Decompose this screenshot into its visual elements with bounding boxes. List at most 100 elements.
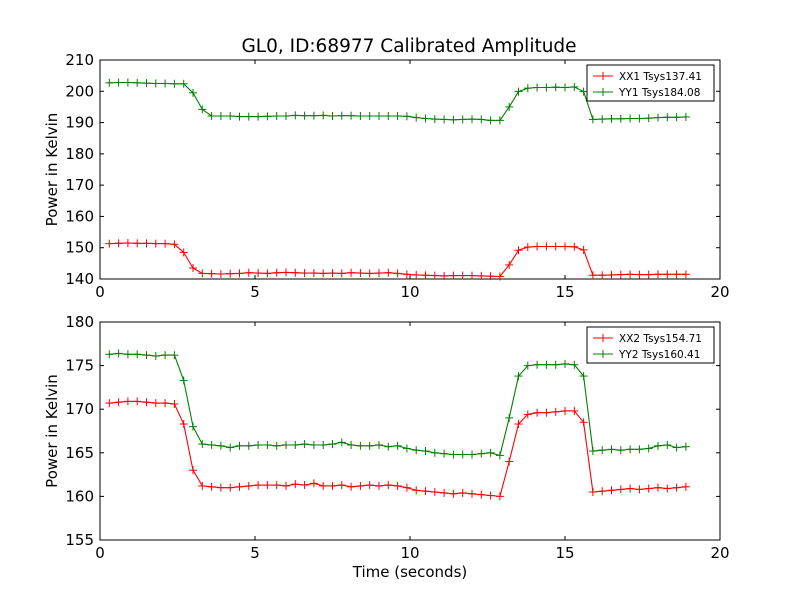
data-point-marker — [207, 440, 216, 449]
data-point-marker — [198, 105, 207, 114]
data-point-marker — [588, 488, 597, 497]
data-point-marker — [551, 407, 560, 416]
data-point-marker — [189, 466, 197, 475]
data-point-marker — [207, 482, 216, 491]
data-point-marker — [458, 450, 467, 459]
data-point-marker — [198, 269, 207, 278]
data-point-marker — [337, 269, 346, 278]
data-point-marker — [105, 399, 114, 408]
data-point-marker — [551, 242, 560, 251]
data-point-marker — [114, 78, 123, 87]
data-point-marker — [505, 260, 514, 269]
data-point-marker — [672, 443, 681, 452]
data-point-marker — [133, 78, 142, 87]
data-point-marker — [598, 446, 607, 455]
data-point-marker — [588, 271, 597, 280]
data-point-marker — [542, 408, 551, 417]
data-point-marker — [254, 440, 263, 449]
legend-entry: XX1 Tsys137.41 — [593, 71, 702, 83]
data-point-marker — [654, 270, 662, 279]
data-point-marker — [486, 116, 495, 125]
x-tick-label: 20 — [710, 544, 729, 562]
data-point-marker — [347, 440, 356, 449]
data-point-marker — [681, 482, 690, 491]
data-point-marker — [272, 481, 281, 490]
data-point-marker — [570, 82, 579, 91]
x-tick-label: 10 — [400, 283, 419, 301]
data-point-marker — [430, 488, 439, 497]
data-point-marker — [458, 488, 467, 497]
data-point-marker — [440, 271, 449, 280]
data-point-marker — [170, 351, 179, 360]
data-point-marker — [579, 245, 588, 254]
data-point-marker — [356, 269, 365, 278]
data-point-marker — [440, 115, 449, 124]
data-point-marker — [505, 102, 514, 111]
x-tick-label: 10 — [400, 544, 419, 562]
data-point-marker — [654, 483, 662, 492]
data-point-marker — [588, 447, 597, 456]
data-point-marker — [300, 481, 309, 490]
data-point-marker — [123, 350, 132, 359]
data-point-marker — [272, 112, 281, 121]
data-point-marker — [337, 438, 346, 447]
data-point-marker — [402, 483, 411, 492]
data-point-marker — [533, 83, 542, 92]
top-panel: 0 5 10 15 20 140 150 160 170 180 190 200 210 Power in… — [43, 51, 730, 301]
y-axis-label: Power in Kelvin — [43, 113, 61, 227]
data-point-marker — [282, 440, 290, 449]
data-point-marker — [226, 269, 235, 278]
data-point-marker — [495, 116, 504, 125]
data-point-marker — [449, 271, 458, 280]
data-point-marker — [244, 441, 253, 450]
data-point-marker — [514, 246, 523, 255]
data-point-marker — [598, 487, 607, 496]
data-point-marker — [142, 239, 151, 248]
data-point-marker — [505, 457, 514, 466]
legend-box — [586, 64, 715, 102]
data-point-marker — [235, 482, 244, 491]
data-point-marker — [300, 111, 309, 120]
data-point-marker — [179, 79, 188, 88]
data-point-marker — [579, 87, 588, 96]
y-tick-label: 180 — [65, 145, 94, 163]
data-point-marker — [170, 79, 179, 88]
data-point-marker — [635, 114, 644, 123]
y-tick-label: 180 — [65, 313, 94, 331]
data-point-marker — [384, 442, 393, 451]
data-point-marker — [468, 450, 476, 459]
data-point-marker — [170, 240, 179, 249]
data-point-marker — [263, 440, 272, 449]
data-point-marker — [291, 111, 300, 120]
data-point-marker — [635, 270, 644, 279]
data-point-marker — [365, 481, 374, 490]
x-tick-label: 0 — [95, 283, 105, 301]
data-point-marker — [235, 112, 244, 121]
y-axis-label: Power in Kelvin — [43, 374, 61, 488]
data-point-marker — [607, 114, 616, 123]
data-point-marker — [365, 112, 374, 121]
data-point-marker — [347, 111, 356, 120]
data-point-marker — [179, 420, 188, 429]
data-point-marker — [495, 272, 504, 281]
data-point-marker — [542, 83, 551, 92]
data-point-marker — [309, 479, 318, 488]
data-point-marker — [486, 448, 495, 457]
data-point-marker — [644, 444, 653, 453]
data-point-marker — [663, 270, 672, 279]
y-tick-label: 190 — [65, 114, 94, 132]
data-point-marker — [477, 115, 486, 124]
data-point-marker — [440, 449, 449, 458]
legend-label: XX2 Tsys154.71 — [619, 333, 702, 345]
data-point-marker — [421, 114, 430, 123]
data-point-marker — [254, 481, 263, 490]
data-point-marker — [300, 269, 309, 278]
data-point-marker — [309, 269, 318, 278]
legend-entry: XX2 Tsys154.71 — [593, 333, 702, 345]
data-point-marker — [663, 484, 672, 493]
data-point-marker — [123, 239, 132, 248]
legend-entry: YY1 Tsys184.08 — [593, 87, 700, 99]
y-tick-label: 170 — [65, 176, 94, 194]
data-point-marker — [402, 270, 411, 279]
data-point-marker — [477, 490, 486, 499]
